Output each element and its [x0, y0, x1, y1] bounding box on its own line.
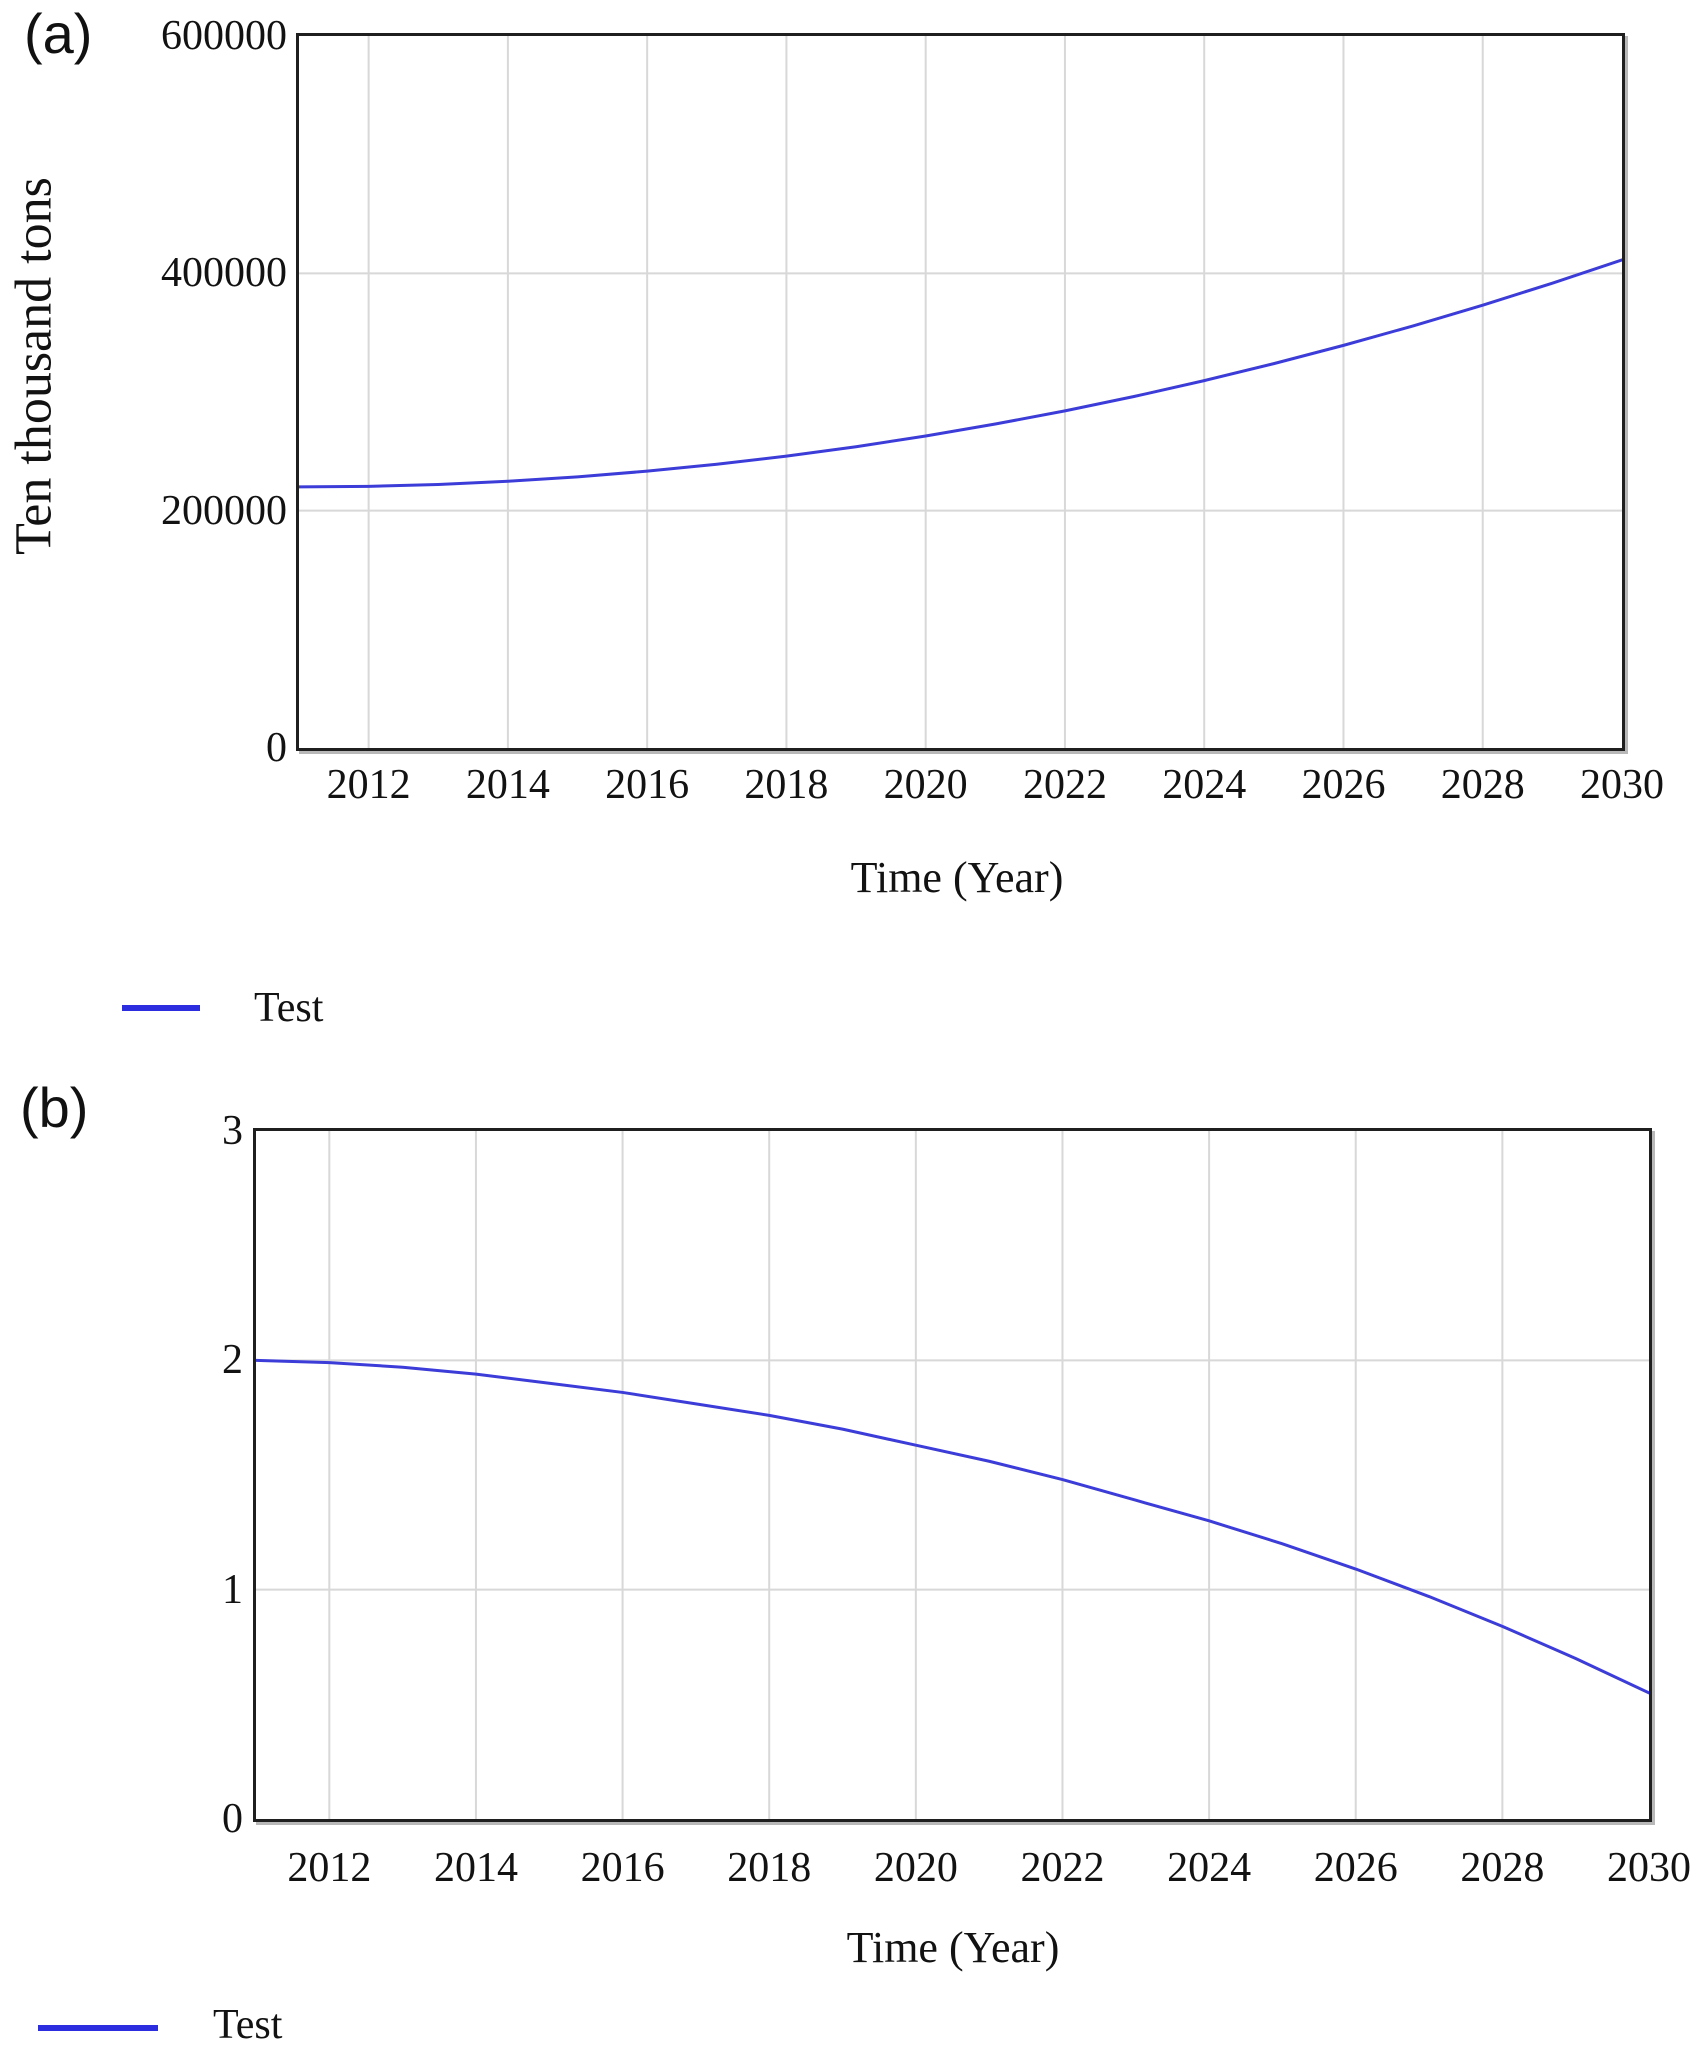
x-tick-label: 2024: [1167, 1845, 1252, 1891]
x-tick-label: 2022: [1020, 1845, 1105, 1891]
y-tick-label: 2: [222, 1337, 243, 1384]
x-tick-label: 2022: [1022, 762, 1107, 808]
series-line-test: [256, 1358, 1649, 1695]
x-tick-label: 2026: [1301, 762, 1386, 808]
x-tick-label: 2012: [287, 1845, 372, 1891]
x-tick-label: 2014: [433, 1845, 518, 1891]
legend-label-b: Test: [213, 2002, 283, 2048]
chart-canvas: [256, 1131, 1649, 1819]
x-tick-label: 2020: [873, 1845, 958, 1891]
legend-line-swatch-b: [38, 2025, 158, 2031]
y-tick-label: 1: [222, 1566, 243, 1613]
x-tick-label: 2014: [465, 762, 550, 808]
y-axis-title-a: Ten thousand tons: [5, 177, 63, 555]
y-tick-label: 400000: [161, 250, 287, 297]
x-tick-label: 2030: [1580, 762, 1664, 808]
series-line-test: [299, 258, 1622, 489]
y-tick-label: 600000: [161, 13, 287, 59]
y-tick-label: 0: [222, 1796, 243, 1842]
legend-label-a: Test: [254, 985, 324, 1031]
panel-b-label: (b): [20, 1076, 89, 1139]
x-axis-title-b: Time (Year): [846, 1923, 1060, 1972]
x-tick-label: 2020: [883, 762, 968, 808]
panel-a-label: (a): [24, 2, 93, 65]
chart-canvas: [299, 36, 1622, 748]
x-tick-label: 2028: [1460, 1845, 1545, 1891]
x-axis-title-a: Time (Year): [850, 853, 1064, 902]
y-tick-label: 200000: [161, 487, 287, 534]
y-tick-label: 3: [222, 1108, 243, 1154]
legend-line-swatch-a: [122, 1005, 200, 1011]
y-tick-label: 0: [266, 725, 287, 771]
x-tick-label: 2018: [727, 1845, 812, 1891]
x-tick-label: 2016: [580, 1845, 665, 1891]
x-tick-label: 2018: [744, 762, 829, 808]
plot-area-a: [296, 33, 1625, 751]
x-tick-label: 2028: [1440, 762, 1525, 808]
x-tick-label: 2030: [1607, 1845, 1691, 1891]
x-tick-label: 2024: [1162, 762, 1247, 808]
x-tick-label: 2026: [1313, 1845, 1398, 1891]
plot-area-b: [253, 1128, 1652, 1822]
x-tick-label: 2012: [326, 762, 411, 808]
x-tick-label: 2016: [605, 762, 690, 808]
